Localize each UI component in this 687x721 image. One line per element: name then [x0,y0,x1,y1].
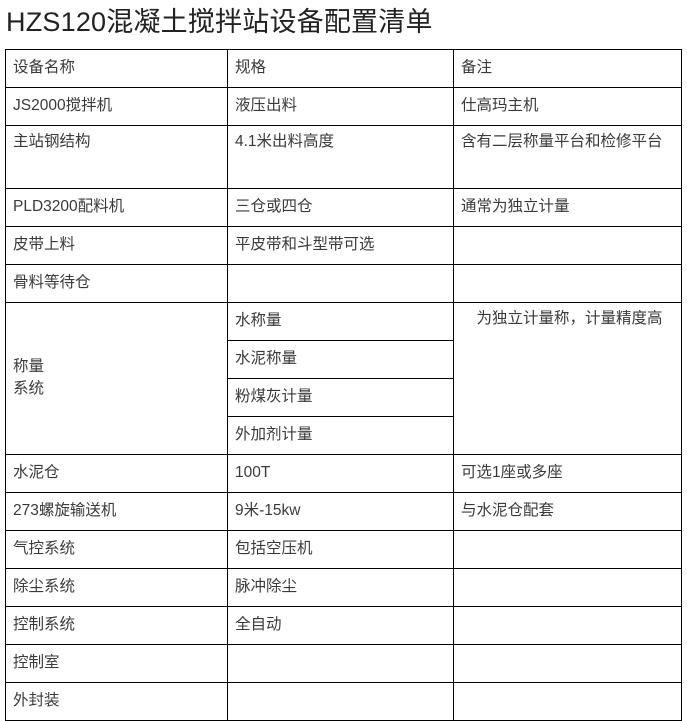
table-row: 主站钢结构 4.1米出料高度 含有二层称量平台和检修平台 [5,124,682,189]
cell-equipment-name: JS2000搅拌机 [5,86,228,126]
table-row: JS2000搅拌机 液压出料 仕高玛主机 [5,86,682,126]
column-header-name: 设备名称 [5,48,228,88]
table-row-weighing-flyash: 粉煤灰计量 [6,377,682,417]
cell-specification [227,263,454,303]
table-row: 除尘系统 脉冲除尘 [5,567,682,607]
cell-specification: 粉煤灰计量 [227,377,454,417]
cell-equipment-name-weighing-system: 称量 系统 [5,301,228,455]
cell-specification: 100T [227,453,454,493]
table-row: 水泥仓 100T 可选1座或多座 [5,453,682,493]
cell-specification: 三仓或四仓 [227,187,454,227]
cell-equipment-name: 水泥仓 [5,453,228,493]
cell-remark [453,605,682,645]
cell-specification: 水泥称量 [227,339,454,379]
table-row: 273螺旋输送机 9米-15kw 与水泥仓配套 [5,491,682,531]
cell-specification: 液压出料 [227,86,454,126]
cell-equipment-name: 除尘系统 [5,567,228,607]
cell-equipment-name: 273螺旋输送机 [5,491,228,531]
cell-remark [453,681,682,721]
cell-equipment-name: 外封装 [5,681,228,721]
cell-equipment-name: 控制室 [5,643,228,683]
cell-specification: 4.1米出料高度 [227,124,454,189]
cell-remark: 仕高玛主机 [453,86,682,126]
cell-remark [453,225,682,265]
cell-remark [453,643,682,683]
cell-equipment-name: 皮带上料 [5,225,228,265]
cell-remark: 与水泥仓配套 [453,491,682,531]
cell-remark: 通常为独立计量 [453,187,682,227]
cell-remark [453,567,682,607]
cell-remark [453,263,682,303]
cell-specification [227,643,454,683]
column-header-note: 备注 [453,48,682,88]
cell-equipment-name: 气控系统 [5,529,228,569]
cell-remark [453,529,682,569]
equipment-configuration-table: 设备名称 规格 备注 JS2000搅拌机 液压出料 仕高玛主机 主站钢结构 4.… [5,48,682,721]
page-title: HZS120混凝土搅拌站设备配置清单 [6,7,433,37]
cell-specification: 平皮带和斗型带可选 [227,225,454,265]
cell-specification: 外加剂计量 [227,415,454,455]
cell-equipment-name: 主站钢结构 [5,124,228,189]
weighing-name-line-1: 称量 [13,357,45,375]
cell-remark: 可选1座或多座 [453,453,682,493]
table-row: PLD3200配料机 三仓或四仓 通常为独立计量 [5,187,682,227]
column-header-spec: 规格 [227,48,454,88]
weighing-name-line-2: 系统 [13,380,45,398]
table-row: 外封装 [5,681,682,721]
table-row-weighing-water: 称量 系统 水称量 为独立计量称，计量精度高 [5,301,682,455]
cell-equipment-name: 骨料等待仓 [5,263,228,303]
table-header-row: 设备名称 规格 备注 [5,48,682,88]
cell-remark-weighing-system: 为独立计量称，计量精度高 [453,301,682,455]
cell-specification [227,681,454,721]
cell-equipment-name: 控制系统 [5,605,228,645]
cell-specification: 全自动 [227,605,454,645]
cell-equipment-name: PLD3200配料机 [5,187,228,227]
table-row: 控制室 [5,643,682,683]
cell-specification: 包括空压机 [227,529,454,569]
table-row: 气控系统 包括空压机 [5,529,682,569]
table-row: 皮带上料 平皮带和斗型带可选 [5,225,682,265]
table-row: 骨料等待仓 [5,263,682,303]
cell-specification: 9米-15kw [227,491,454,531]
cell-specification: 脉冲除尘 [227,567,454,607]
table-row-weighing-cement: 水泥称量 [6,339,682,379]
cell-specification: 水称量 [227,301,454,341]
cell-remark: 含有二层称量平台和检修平台 [453,124,682,189]
table-row: 控制系统 全自动 [5,605,682,645]
